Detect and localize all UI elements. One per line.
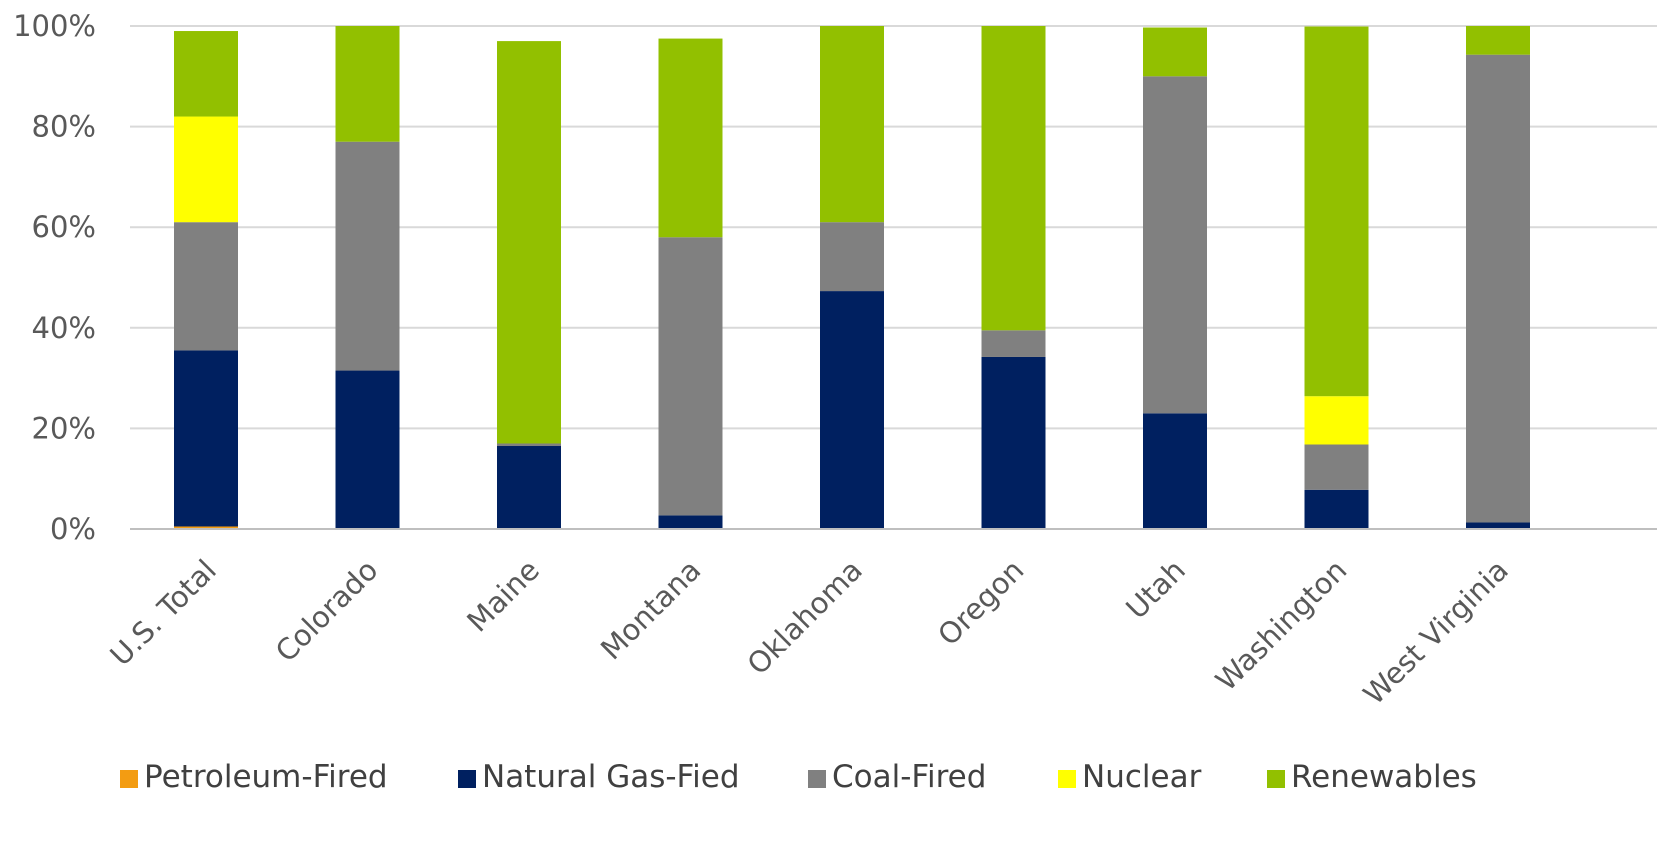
legend-item: Petroleum-Fired: [120, 759, 388, 795]
legend-label: Natural Gas-Fied: [482, 759, 740, 795]
category-label: Utah: [1119, 553, 1192, 626]
legend-item: Renewables: [1267, 759, 1477, 795]
bar-segment: [1466, 54, 1530, 523]
bar-segment: [174, 116, 238, 223]
bar-segment: [174, 31, 238, 117]
y-tick-label: 60%: [32, 210, 96, 244]
legend-swatch: [120, 770, 138, 788]
bar-segment: [1143, 27, 1207, 77]
bar-segment: [658, 515, 723, 529]
category-label: Oregon: [931, 553, 1030, 652]
legend-label: Petroleum-Fired: [144, 759, 388, 795]
legend-label: Coal-Fired: [832, 759, 986, 795]
bar-segment: [1466, 26, 1530, 55]
bar-segment: [1466, 522, 1530, 529]
category-label: West Virginia: [1357, 553, 1515, 711]
y-tick-label: 100%: [13, 9, 96, 43]
legend-item: Natural Gas-Fied: [458, 759, 740, 795]
bar-segment: [820, 222, 884, 292]
bar-segment: [174, 222, 238, 351]
bar-segment: [335, 26, 400, 142]
bar-segment: [497, 443, 561, 447]
legend-swatch: [458, 770, 476, 788]
bar-segment: [1304, 396, 1369, 445]
category-label: U.S. Total: [103, 553, 223, 673]
bar-segment: [174, 350, 238, 527]
bar-segment: [335, 141, 400, 371]
bar-segment: [658, 38, 723, 238]
y-tick-label: 20%: [32, 411, 96, 445]
legend-item: Coal-Fired: [808, 759, 986, 795]
bar-segment: [820, 26, 884, 223]
bar-segment: [497, 41, 561, 444]
category-label: Washington: [1209, 553, 1354, 698]
bars: [174, 26, 1530, 529]
bar-segment: [981, 330, 1046, 357]
category-label: Colorado: [269, 553, 385, 669]
bar-segment: [981, 356, 1046, 529]
y-tick-label: 80%: [32, 110, 96, 144]
bar-segment: [335, 370, 400, 529]
category-label: Montana: [594, 553, 707, 666]
category-label: Maine: [460, 553, 546, 639]
bar-segment: [1304, 444, 1369, 490]
category-labels: U.S. Total Colorado Maine Montana Oklahoma Or…: [103, 553, 1515, 711]
y-axis-tick-labels: 0% 20% 40% 60% 80% 100%: [13, 9, 96, 546]
legend-swatch: [1058, 770, 1076, 788]
bar-segment: [497, 446, 561, 529]
bar-segment: [1143, 413, 1207, 529]
category-label: Oklahoma: [741, 553, 869, 681]
bar-segment: [174, 526, 238, 529]
y-tick-label: 0%: [50, 512, 96, 546]
legend-item: Nuclear: [1058, 759, 1202, 795]
bar-segment: [1304, 489, 1369, 529]
legend-swatch: [808, 770, 826, 788]
bar-segment: [1304, 26, 1369, 397]
legend: Petroleum-Fired Natural Gas-Fied Coal-Fire…: [120, 759, 1477, 795]
bar-segment: [1143, 76, 1207, 414]
legend-label: Nuclear: [1082, 759, 1202, 795]
bar-segment: [820, 291, 884, 529]
bar-segment: [658, 237, 723, 516]
y-tick-label: 40%: [32, 311, 96, 345]
bar-segment: [981, 26, 1046, 331]
legend-label: Renewables: [1291, 759, 1477, 795]
legend-swatch: [1267, 770, 1285, 788]
